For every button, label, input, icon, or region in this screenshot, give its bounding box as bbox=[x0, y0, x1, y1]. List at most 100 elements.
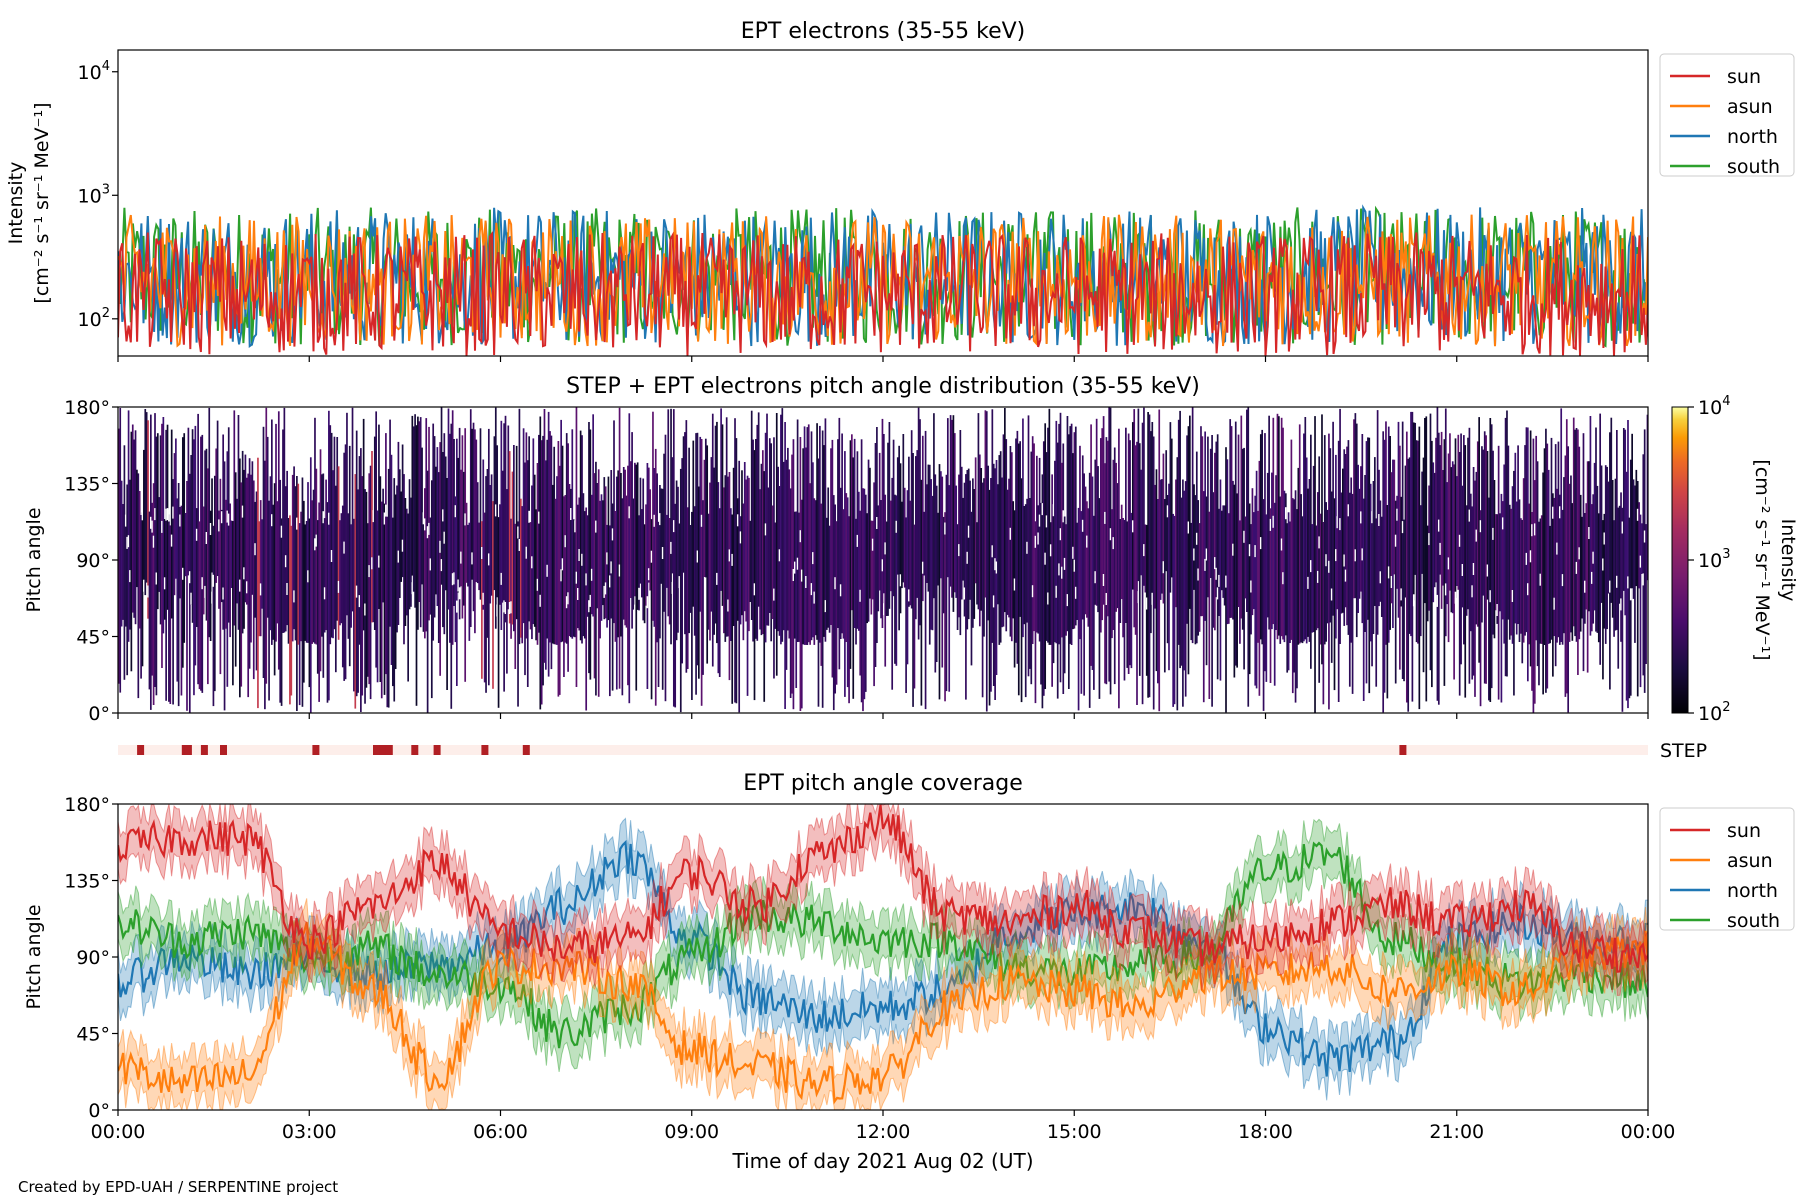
heatmap-column bbox=[831, 439, 834, 678]
heatmap-gap bbox=[168, 509, 170, 522]
heatmap-gap bbox=[141, 508, 144, 521]
heatmap-column bbox=[1437, 432, 1440, 705]
heatmap-column bbox=[1115, 462, 1117, 612]
heatmap-column bbox=[821, 430, 824, 708]
heatmap-gap bbox=[966, 551, 969, 564]
heatmap-column bbox=[247, 473, 250, 698]
heatmap-column bbox=[1255, 470, 1258, 689]
heatmap-column bbox=[1513, 470, 1515, 696]
heatmap-column bbox=[461, 435, 464, 619]
heatmap-column bbox=[1099, 438, 1102, 633]
heatmap-column bbox=[255, 491, 258, 671]
heatmap-column bbox=[575, 407, 578, 687]
heatmap-gap bbox=[216, 604, 219, 617]
heatmap-column bbox=[1474, 480, 1476, 697]
heatmap-column bbox=[1463, 435, 1465, 645]
heatmap-column bbox=[136, 469, 138, 588]
heatmap-column bbox=[597, 469, 600, 697]
heatmap-column bbox=[485, 476, 487, 693]
heatmap-column bbox=[629, 461, 632, 598]
heatmap-column bbox=[864, 494, 867, 692]
heatmap-column bbox=[340, 513, 343, 624]
heatmap-gap bbox=[1259, 537, 1262, 550]
heatmap-column bbox=[361, 476, 364, 696]
heatmap-column bbox=[1208, 511, 1211, 699]
heatmap-column bbox=[334, 485, 337, 673]
heatmap-column bbox=[1251, 488, 1254, 616]
heatmap-gap bbox=[1378, 514, 1380, 526]
heatmap-column bbox=[300, 511, 302, 642]
heatmap-column bbox=[298, 523, 301, 706]
heatmap-column bbox=[472, 422, 475, 612]
heatmap-column bbox=[1162, 453, 1165, 604]
heatmap-column bbox=[706, 445, 709, 664]
heatmap-column bbox=[934, 474, 937, 673]
heatmap-column bbox=[314, 417, 316, 644]
heatmap-column bbox=[667, 409, 670, 617]
heatmap-gap bbox=[1094, 571, 1097, 584]
heatmap-gap bbox=[567, 592, 569, 605]
heatmap-column bbox=[1287, 512, 1290, 671]
heatmap-column bbox=[492, 501, 494, 689]
heatmap-column bbox=[517, 521, 519, 707]
heatmap-column bbox=[557, 441, 560, 697]
heatmap-column bbox=[439, 442, 441, 676]
heatmap-column bbox=[1229, 419, 1232, 618]
heatmap-column bbox=[1638, 502, 1640, 589]
heatmap-column bbox=[149, 414, 152, 710]
heatmap-column bbox=[305, 521, 308, 643]
heatmap-column bbox=[1179, 410, 1181, 669]
credit-text: Created by EPD-UAH / SERPENTINE project bbox=[18, 1178, 338, 1196]
heatmap-gap bbox=[1344, 569, 1347, 582]
heatmap-column bbox=[1336, 524, 1339, 610]
heatmap-column bbox=[159, 435, 162, 625]
heatmap-column bbox=[825, 517, 828, 630]
heatmap-column bbox=[442, 452, 444, 628]
heatmap-gap bbox=[1603, 532, 1606, 545]
heatmap-column bbox=[679, 468, 682, 713]
heatmap-gap bbox=[368, 565, 371, 578]
heatmap-gap bbox=[1328, 560, 1330, 573]
heatmap-column bbox=[415, 425, 418, 706]
heatmap-gap bbox=[1058, 563, 1060, 576]
heatmap-column bbox=[430, 480, 433, 699]
heatmap-column bbox=[1609, 432, 1611, 690]
heatmap-gap bbox=[1642, 573, 1645, 586]
heatmap-column bbox=[350, 524, 352, 628]
heatmap-column bbox=[1411, 411, 1414, 702]
heatmap-gap bbox=[190, 592, 193, 605]
heatmap-column bbox=[127, 410, 130, 642]
legend-label-south: south bbox=[1727, 156, 1780, 178]
heatmap-gap bbox=[172, 506, 174, 519]
heatmap-column bbox=[219, 478, 222, 675]
heatmap-column bbox=[867, 459, 870, 622]
heatmap-gap bbox=[792, 569, 795, 581]
heatmap-column bbox=[608, 525, 611, 697]
heatmap-column bbox=[691, 511, 693, 700]
heatmap-column bbox=[901, 501, 903, 589]
heatmap-column bbox=[376, 510, 379, 683]
heatmap-column bbox=[240, 482, 243, 687]
heatmap-column bbox=[878, 452, 881, 591]
heatmap-column bbox=[330, 432, 333, 638]
heatmap-column bbox=[643, 524, 646, 624]
heatmap-column bbox=[244, 454, 247, 603]
heatmap-column bbox=[1404, 465, 1407, 598]
heatmap-gap bbox=[245, 581, 248, 594]
heatmap-column bbox=[506, 489, 508, 674]
heatmap-column bbox=[1365, 441, 1368, 684]
heatmap-column bbox=[204, 450, 206, 596]
heatmap-column bbox=[1311, 524, 1314, 633]
heatmap-column bbox=[307, 482, 309, 643]
heatmap-gap bbox=[574, 520, 576, 533]
heatmap-gap bbox=[1529, 550, 1532, 563]
heatmap-column bbox=[1031, 436, 1034, 644]
heatmap-column bbox=[1257, 510, 1259, 643]
heatmap-column bbox=[857, 491, 860, 631]
heatmap-column bbox=[1357, 464, 1359, 613]
heatmap-gap bbox=[700, 514, 703, 527]
heatmap-column bbox=[1417, 440, 1419, 644]
heatmap-column bbox=[1433, 472, 1436, 588]
heatmap-gap bbox=[1343, 554, 1346, 567]
